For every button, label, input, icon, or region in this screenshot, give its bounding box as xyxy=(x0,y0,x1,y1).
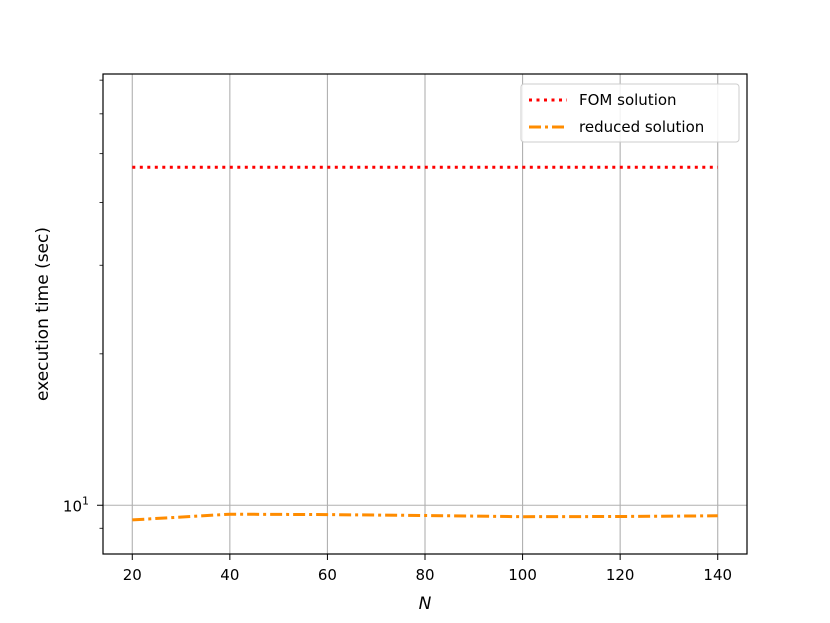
legend-label-fom: FOM solution xyxy=(579,91,677,109)
x-tick-label: 40 xyxy=(220,566,239,584)
y-axis-label: execution time (sec) xyxy=(33,227,53,401)
series-line-reduced xyxy=(132,512,718,522)
legend-label-reduced: reduced solution xyxy=(579,118,704,136)
legend: FOM solution reduced solution xyxy=(520,83,740,143)
x-tick-label: 140 xyxy=(703,566,732,584)
legend-box xyxy=(520,83,740,143)
x-tick-label: 80 xyxy=(415,566,434,584)
ticks: 20 40 60 80 100 120 140 101 xyxy=(63,79,732,584)
x-tick-label: 100 xyxy=(508,566,537,584)
x-axis-label: N xyxy=(419,594,432,614)
x-tick-label: 120 xyxy=(606,566,635,584)
x-tick-label: 60 xyxy=(318,566,337,584)
y-tick-label: 101 xyxy=(63,494,89,515)
series-layer xyxy=(132,165,718,522)
x-tick-label: 20 xyxy=(123,566,142,584)
grid xyxy=(103,74,747,554)
